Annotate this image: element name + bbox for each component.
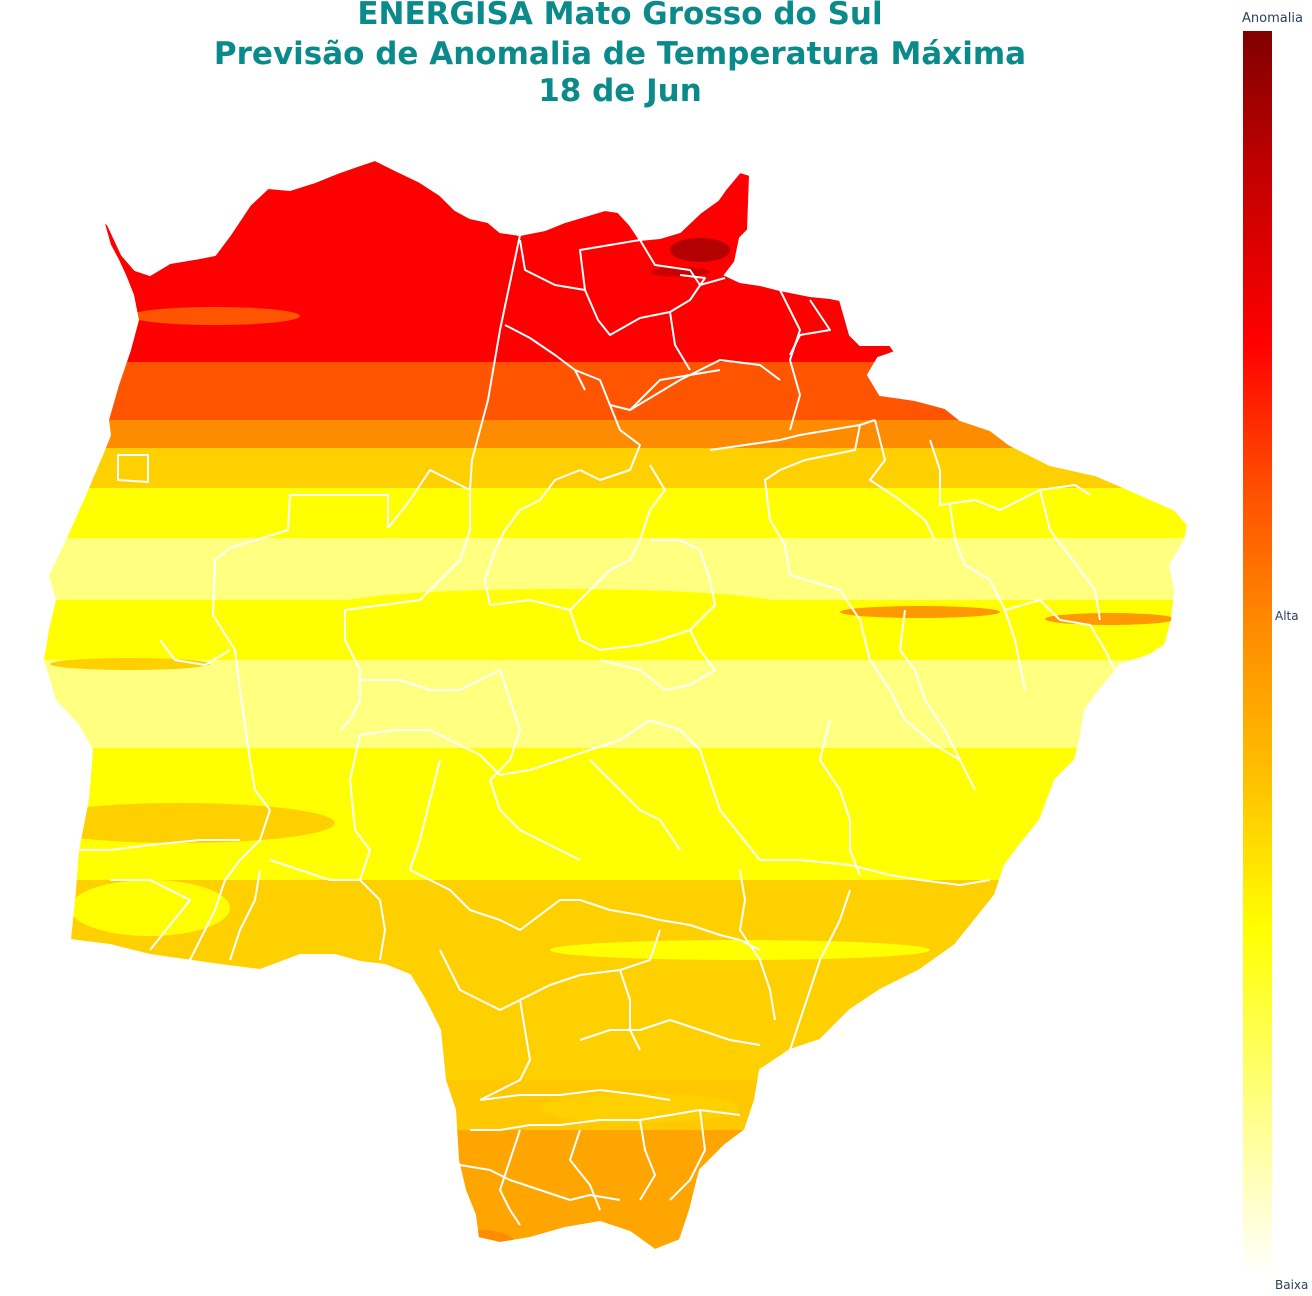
anomaly-map [42, 159, 1189, 1251]
band-gold [43, 448, 1188, 488]
map-subtitle: Previsão de Anomalia de Temperatura Máxi… [213, 36, 1027, 72]
band-red [43, 160, 1188, 362]
colorbar-tick-low: Baixa [1275, 1278, 1309, 1292]
colorbar-tick-high: Alta [1275, 609, 1299, 623]
colorbar-title: Anomalia [1242, 11, 1303, 26]
map-title: ENERGISA Mato Grosso do Sul [357, 0, 883, 32]
map-date: 18 de Jun [538, 73, 702, 109]
band-orange [43, 420, 1188, 448]
band-orange [43, 1130, 1188, 1250]
band-red-orange [43, 362, 1188, 420]
band-light-yellow [43, 660, 1188, 748]
municipal-borders [70, 234, 1116, 1226]
colorbar [1243, 31, 1272, 1276]
